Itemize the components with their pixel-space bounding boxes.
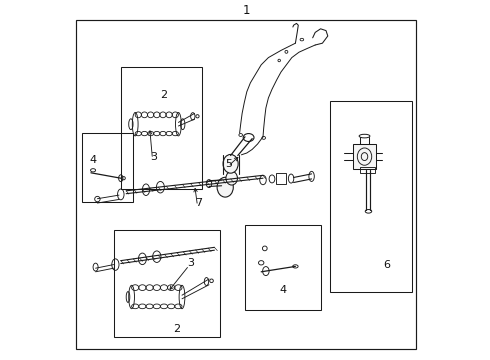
Ellipse shape [217,177,233,197]
Bar [121,67,202,189]
Bar [82,133,133,202]
Text: 1: 1 [243,4,250,17]
Bar [330,101,413,292]
Bar [245,225,320,310]
Text: 3: 3 [188,258,195,268]
Ellipse shape [223,154,238,173]
Ellipse shape [226,171,238,185]
Text: 3: 3 [150,152,157,162]
Text: 4: 4 [279,285,286,295]
Text: 4: 4 [89,155,96,165]
Text: 2: 2 [160,90,168,100]
Text: 6: 6 [384,260,391,270]
Text: 5: 5 [225,159,232,169]
Text: 2: 2 [173,324,180,334]
Text: 7: 7 [195,198,202,208]
Bar [353,144,376,169]
Bar [114,230,220,337]
Bar [360,167,374,173]
Bar [275,173,286,184]
